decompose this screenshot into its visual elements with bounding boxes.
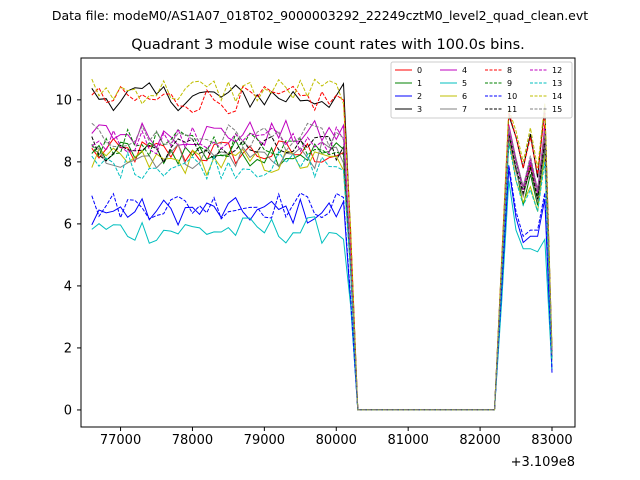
legend-label-3: 3 bbox=[417, 105, 422, 114]
series-line-3 bbox=[91, 82, 553, 411]
y-tick-label-10: 10 bbox=[55, 93, 72, 108]
chart-title: Quadrant 3 module wise count rates with … bbox=[131, 37, 525, 53]
series-line-2 bbox=[91, 168, 553, 411]
series-line-6 bbox=[91, 137, 553, 411]
y-tick-label-2: 2 bbox=[64, 341, 72, 356]
legend-label-10: 10 bbox=[507, 92, 517, 101]
y-tick-label-6: 6 bbox=[64, 217, 72, 232]
x-tick-label-81000: 81000 bbox=[387, 433, 428, 448]
legend-label-12: 12 bbox=[552, 66, 562, 75]
x-tick-label-83000: 83000 bbox=[531, 433, 572, 448]
x-tick-label-79000: 79000 bbox=[244, 433, 285, 448]
legend-label-9: 9 bbox=[507, 79, 512, 88]
x-tick-label-78000: 78000 bbox=[172, 433, 213, 448]
x-tick-label-77000: 77000 bbox=[100, 433, 141, 448]
legend-label-2: 2 bbox=[417, 92, 422, 101]
legend-label-1: 1 bbox=[417, 79, 422, 88]
chart-suptitle: Data file: modeM0/AS1A07_018T02_90000032… bbox=[52, 8, 588, 23]
series-line-1 bbox=[91, 139, 553, 411]
legend-label-7: 7 bbox=[462, 105, 467, 114]
legend-label-4: 4 bbox=[462, 66, 467, 75]
series-line-15 bbox=[91, 122, 553, 411]
x-tick-label-80000: 80000 bbox=[316, 433, 357, 448]
legend-label-11: 11 bbox=[507, 105, 517, 114]
legend-label-5: 5 bbox=[462, 79, 467, 88]
x-offset-label: +3.109e8 bbox=[511, 455, 575, 470]
series-layer bbox=[91, 78, 553, 411]
legend-label-6: 6 bbox=[462, 92, 467, 101]
legend-label-8: 8 bbox=[507, 66, 512, 75]
y-tick-label-8: 8 bbox=[64, 155, 72, 170]
legend-frame bbox=[390, 61, 573, 119]
y-tick-label-4: 4 bbox=[64, 279, 72, 294]
y-tick-label-0: 0 bbox=[64, 403, 72, 418]
series-line-0 bbox=[91, 124, 553, 411]
series-line-10 bbox=[91, 164, 553, 411]
axis-layer: 77000 78000 79000 80000 81000 82000 83000 0 2 4 6 8… bbox=[55, 93, 572, 448]
series-line-13 bbox=[91, 143, 553, 411]
series-line-7 bbox=[91, 136, 553, 411]
legend-label-14: 14 bbox=[552, 92, 562, 101]
x-tick-label-82000: 82000 bbox=[459, 433, 500, 448]
plot-frame bbox=[80, 57, 576, 428]
legend-label-13: 13 bbox=[552, 79, 562, 88]
series-line-12 bbox=[91, 126, 553, 411]
series-line-5 bbox=[91, 180, 553, 411]
series-line-9 bbox=[91, 128, 553, 411]
series-line-11 bbox=[91, 133, 553, 411]
legend-label-0: 0 bbox=[417, 66, 422, 75]
series-line-8 bbox=[91, 85, 553, 411]
legend-label-15: 15 bbox=[552, 105, 562, 114]
